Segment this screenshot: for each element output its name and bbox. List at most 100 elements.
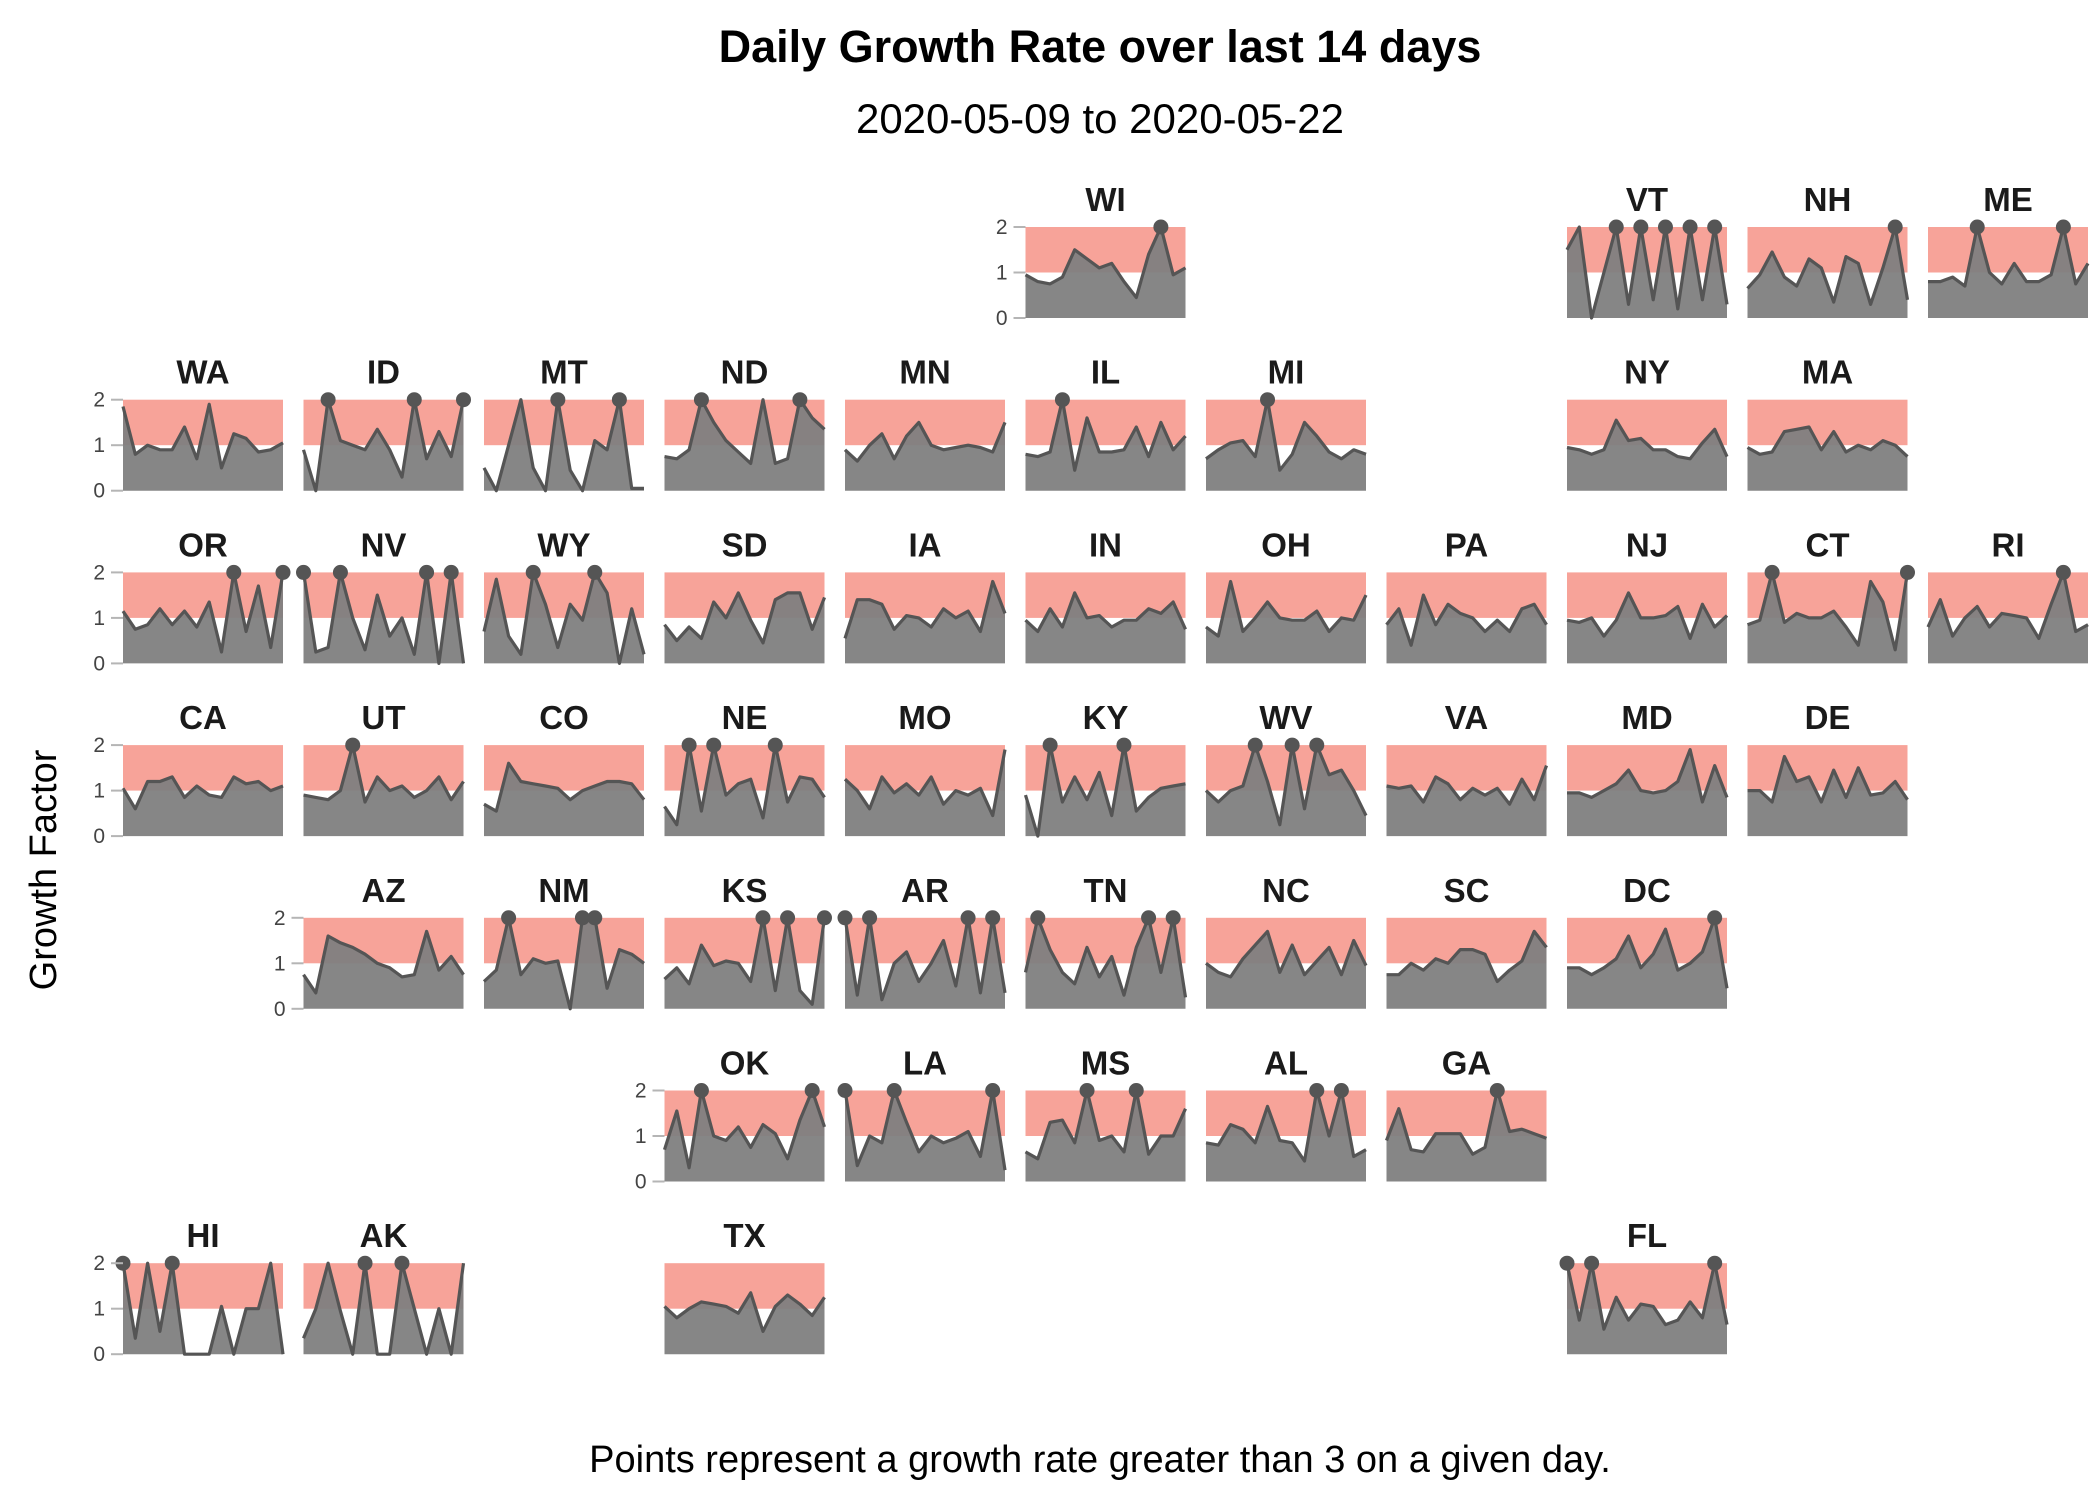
high-growth-point <box>2055 219 2071 235</box>
high-growth-point <box>1900 564 1915 580</box>
growth-area <box>664 399 825 491</box>
high-growth-point <box>1682 219 1698 235</box>
highlight-band <box>845 1090 1005 1136</box>
high-growth-point <box>1309 737 1325 753</box>
y-tick-label: 2 <box>635 1080 647 1103</box>
high-growth-point <box>1584 1255 1600 1271</box>
state-panel-il: IL <box>1025 354 1187 491</box>
state-panel-de: DE <box>1747 699 1909 837</box>
high-growth-point <box>1608 219 1624 235</box>
state-panel-in: IN <box>1024 526 1187 664</box>
growth-line <box>1567 747 1729 804</box>
high-growth-point <box>960 910 976 926</box>
growth-area <box>845 422 1005 491</box>
high-growth-point <box>1559 1255 1575 1271</box>
state-panel-ca: CA 0 1 2 <box>93 699 284 848</box>
high-growth-point <box>1141 910 1157 926</box>
high-growth-point <box>780 910 796 926</box>
y-tick-label: 1 <box>635 1125 647 1148</box>
growth-area <box>123 1263 283 1355</box>
highlight-band <box>1747 399 1908 446</box>
state-panel-az: AZ 0 1 2 <box>274 872 465 1021</box>
chart-title: Daily Growth Rate over last 14 days <box>719 21 1482 72</box>
state-label: OH <box>1261 526 1311 563</box>
state-label: TN <box>1084 872 1128 909</box>
high-growth-point <box>587 564 603 580</box>
state-panel-ma: MA <box>1746 354 1909 491</box>
growth-line <box>1746 570 1910 652</box>
state-panel-ar: AR <box>837 872 1007 1009</box>
state-label: WY <box>537 526 590 563</box>
state-label: NC <box>1262 872 1310 909</box>
state-label: RI <box>1992 526 2025 563</box>
growth-line <box>843 420 1007 463</box>
high-growth-point <box>1764 564 1780 580</box>
state-label: OK <box>720 1045 770 1082</box>
state-label: MN <box>899 354 950 391</box>
growth-line <box>843 1088 1007 1171</box>
growth-area <box>303 931 464 1009</box>
growth-line <box>1386 765 1549 806</box>
state-label: CO <box>539 699 589 736</box>
state-panel-ri: RI <box>1926 526 2089 664</box>
growth-line <box>663 916 827 1006</box>
growth-area <box>1567 420 1727 491</box>
y-tick-label: 2 <box>93 1252 105 1275</box>
growth-line <box>1746 225 1910 306</box>
highlight-band <box>664 917 825 964</box>
state-panel-ut: UT <box>303 699 465 837</box>
y-tick-label: 1 <box>93 607 105 630</box>
high-growth-point <box>1042 737 1058 753</box>
y-tick-label: 2 <box>93 734 105 757</box>
high-growth-point <box>767 737 783 753</box>
state-label: MA <box>1802 354 1853 391</box>
state-panel-pa: PA <box>1385 526 1548 664</box>
high-growth-point <box>1030 910 1046 926</box>
state-label: MI <box>1268 354 1305 391</box>
growth-line <box>1025 398 1187 472</box>
y-axis-label: Growth Factor <box>23 749 65 990</box>
state-panel-ky: KY <box>1023 699 1186 838</box>
high-growth-point <box>611 392 627 408</box>
growth-area <box>1928 227 2088 318</box>
high-growth-point <box>2055 564 2071 580</box>
high-growth-point <box>1657 219 1673 235</box>
y-tick-label: 2 <box>93 561 105 584</box>
highlight-band <box>1206 399 1366 446</box>
state-label: FL <box>1627 1217 1667 1254</box>
high-growth-point <box>886 1083 902 1098</box>
state-label: MO <box>898 699 951 736</box>
growth-line <box>843 916 1007 1002</box>
growth-area <box>1206 399 1366 491</box>
state-label: CA <box>179 699 227 736</box>
state-panel-fl: FL <box>1559 1217 1729 1355</box>
state-panel-ct: CT <box>1746 526 1915 664</box>
high-growth-point <box>296 564 311 580</box>
state-label: AK <box>360 1217 408 1254</box>
state-panel-sd: SD <box>663 526 826 664</box>
growth-area <box>1025 745 1186 837</box>
state-panel-ny: NY <box>1566 354 1729 491</box>
state-label: CT <box>1806 526 1850 563</box>
growth-line <box>1386 929 1548 984</box>
high-growth-point <box>837 1083 853 1098</box>
y-tick-label: 0 <box>93 825 105 848</box>
growth-line <box>662 1088 827 1170</box>
growth-line <box>663 591 826 645</box>
growth-area <box>1386 595 1547 664</box>
y-tick-label: 0 <box>93 1343 105 1366</box>
state-label: GA <box>1442 1045 1492 1082</box>
state-label: SD <box>722 526 768 563</box>
high-growth-point <box>1333 1083 1349 1098</box>
y-tick-label: 2 <box>274 907 286 930</box>
growth-area <box>845 749 1005 837</box>
y-tick-label: 2 <box>93 389 105 412</box>
state-panel-wa: WA 0 1 2 <box>93 354 284 503</box>
high-growth-point <box>792 392 808 408</box>
high-growth-point <box>164 1255 180 1271</box>
growth-line <box>843 579 1007 639</box>
growth-line <box>1205 1088 1367 1163</box>
growth-area <box>484 763 644 837</box>
growth-line <box>1566 591 1729 641</box>
